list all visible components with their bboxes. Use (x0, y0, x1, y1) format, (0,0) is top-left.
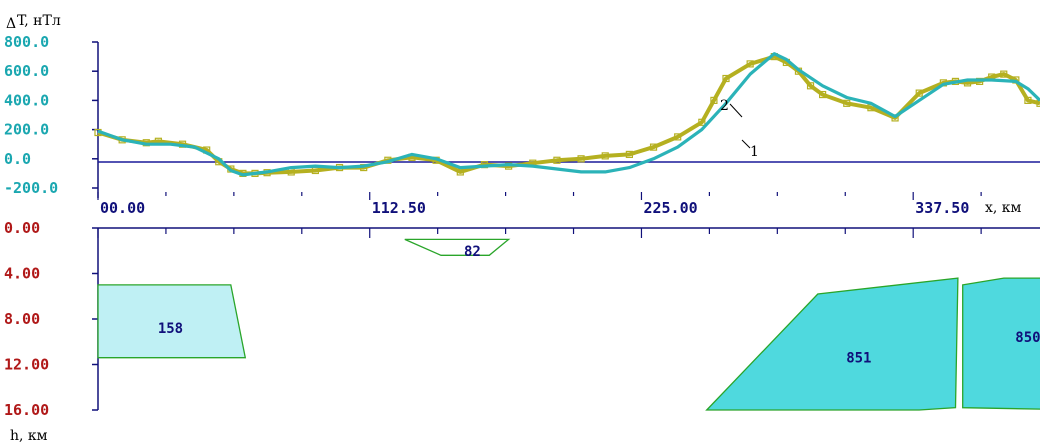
series-point-1 (649, 143, 658, 151)
body-label-158: 158 (158, 321, 183, 337)
top-y-tick-label: 200.0 (4, 121, 49, 139)
series-point-1 (1000, 70, 1008, 78)
series-point-1 (746, 60, 754, 68)
body-label-851: 851 (846, 351, 871, 367)
body-158 (97, 284, 247, 359)
x-tick-label: 337.50 (915, 199, 969, 217)
x-tick-label: 225.00 (643, 199, 697, 217)
x-tick-label: 00.00 (100, 199, 145, 217)
x-ticks: 00.00 112.50 225.00 337.50 (97, 192, 982, 238)
bottom-ylabel: h, км (10, 428, 48, 444)
series-point-1 (710, 96, 718, 105)
series-point-1 (601, 152, 609, 160)
bottom-y-tick-label: 8.00 (4, 310, 40, 328)
x-tick-label: 112.50 (372, 199, 426, 217)
series-point-1 (843, 99, 851, 107)
x-axis-label: x, км (985, 200, 1022, 216)
bottom-y-ticks: 0.00 4.00 8.00 12.00 16.00 (4, 219, 98, 419)
series-point-1 (915, 89, 923, 97)
bottom-y-tick-label: 12.00 (4, 356, 49, 374)
top-y-tick-label: 600.0 (4, 62, 49, 80)
bottom-y-tick-label: 16.00 (4, 401, 49, 419)
series-point-1 (1036, 99, 1040, 107)
series-point-1 (674, 133, 682, 141)
top-y-tick-label: 800.0 (4, 33, 49, 51)
top-y-tick-label: 400.0 (4, 91, 49, 109)
bodies-layer: 82 158 851 850 (97, 238, 1040, 411)
curve-label-2-pointer (729, 103, 743, 118)
body-850 (962, 277, 1040, 410)
body-label-850: 850 (1015, 330, 1040, 346)
series-point-1 (1024, 96, 1032, 105)
curve-label-1-pointer (741, 139, 751, 149)
series-point-1 (553, 156, 561, 164)
series-point-1 (625, 150, 633, 159)
series-layer (94, 52, 1040, 177)
bottom-y-tick-label: 4.00 (4, 265, 40, 283)
series-line-2 (97, 52, 1040, 177)
series-point-1 (819, 90, 827, 99)
top-y-tick-label: -200.0 (4, 179, 58, 197)
top-ylabel: T, нТл (17, 13, 61, 29)
top-ylabel-prefix: Δ (6, 16, 16, 32)
body-label-82: 82 (464, 244, 481, 260)
body-851 (705, 277, 959, 411)
bottom-y-tick-label: 0.00 (4, 219, 40, 237)
top-y-ticks: 800.0 600.0 400.0 200.0 0.0 -200.0 (4, 33, 98, 197)
body-82 (404, 238, 511, 256)
curve-label-1: 1 (750, 144, 759, 160)
curve-label-2: 2 (720, 98, 729, 114)
series-point-1 (698, 118, 706, 126)
series-point-1 (722, 74, 730, 83)
series-point-1 (577, 155, 585, 163)
series-point-1 (806, 82, 815, 90)
top-y-tick-label: 0.0 (4, 150, 31, 168)
